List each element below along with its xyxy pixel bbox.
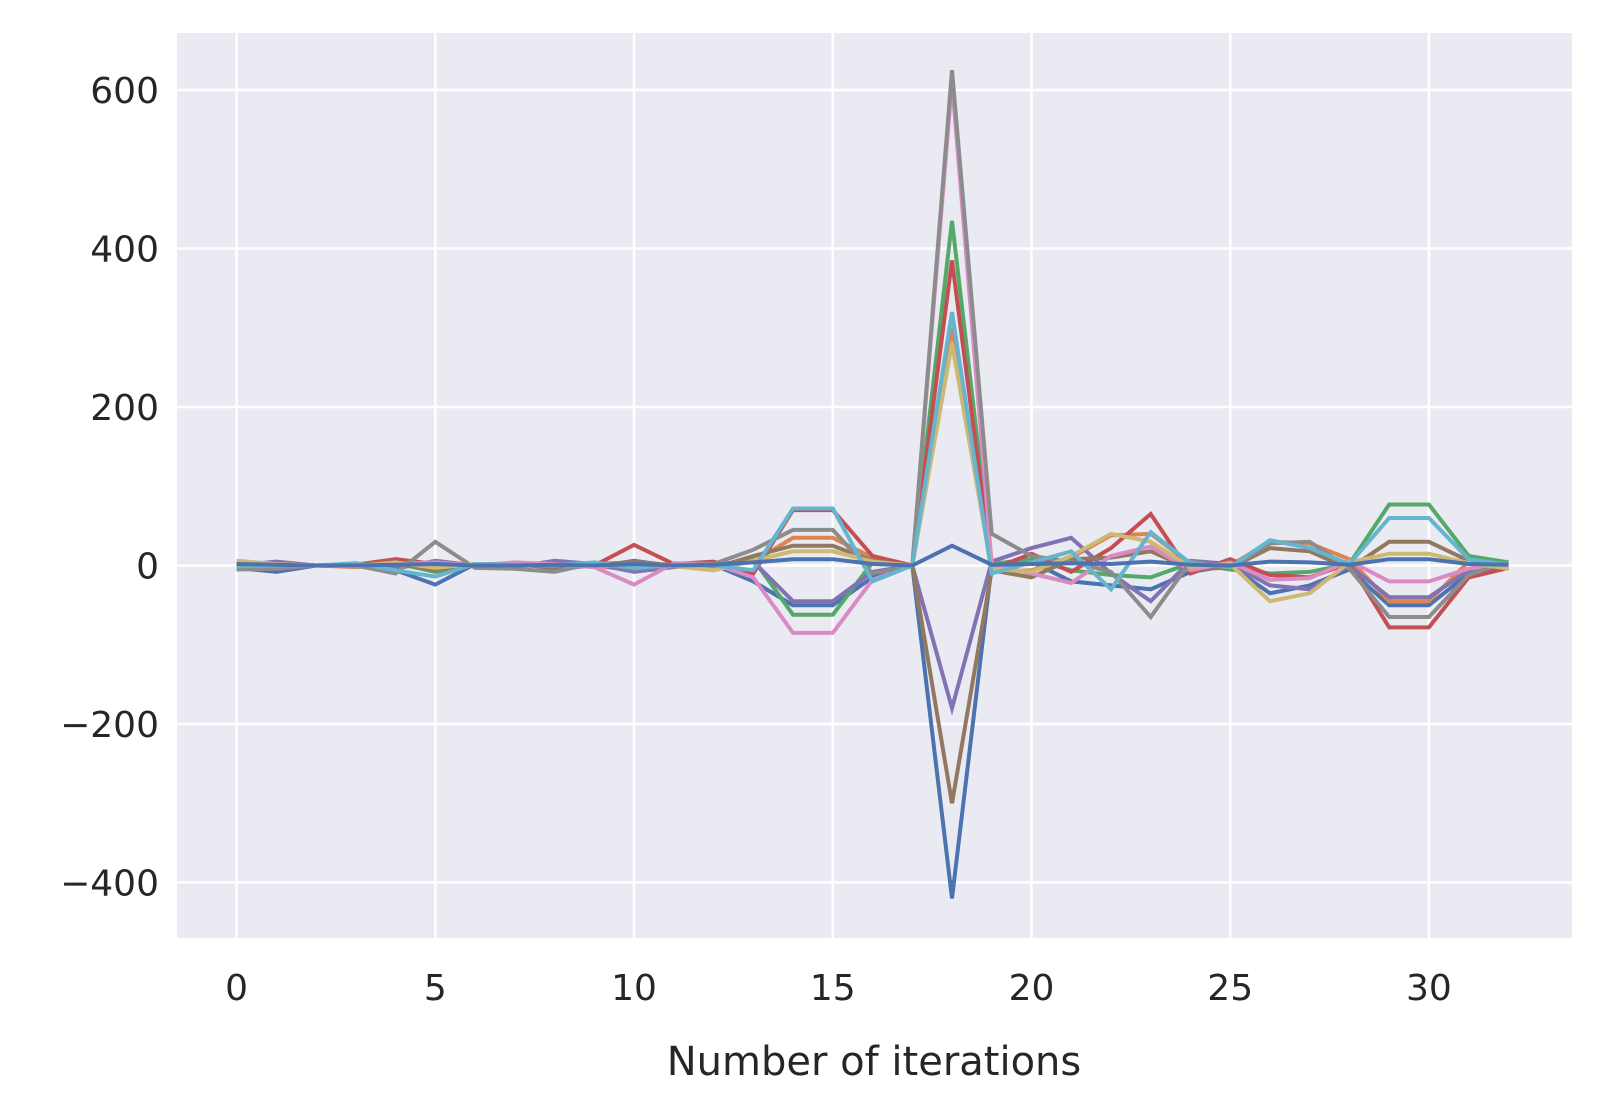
series-line [236,311,1509,593]
plot-background [177,33,1572,938]
y-tick-label: −200 [60,705,159,746]
y-tick-label: −400 [60,864,159,905]
y-tick-label: 400 [90,230,159,271]
y-tick-label: 600 [90,71,159,112]
x-tick-label: 15 [810,968,856,1009]
y-tick-label: 200 [90,388,159,429]
y-tick-labels: −400 −200 0 200 400 600 [60,71,159,904]
series-lines [236,70,1510,899]
x-tick-labels: 0 5 10 15 20 25 30 [225,968,1452,1009]
x-tick-label: 25 [1207,968,1253,1009]
series-line [236,343,1509,604]
x-tick-label: 5 [424,968,447,1009]
series-line [236,543,1509,568]
y-tick-label: 0 [136,547,159,588]
x-tick-label: 20 [1009,968,1055,1009]
x-axis-label: Number of iterations [667,1039,1082,1085]
x-tick-label: 10 [611,968,657,1009]
x-tick-label: 0 [225,968,248,1009]
x-tick-label: 30 [1406,968,1452,1009]
series-line [236,70,1510,621]
